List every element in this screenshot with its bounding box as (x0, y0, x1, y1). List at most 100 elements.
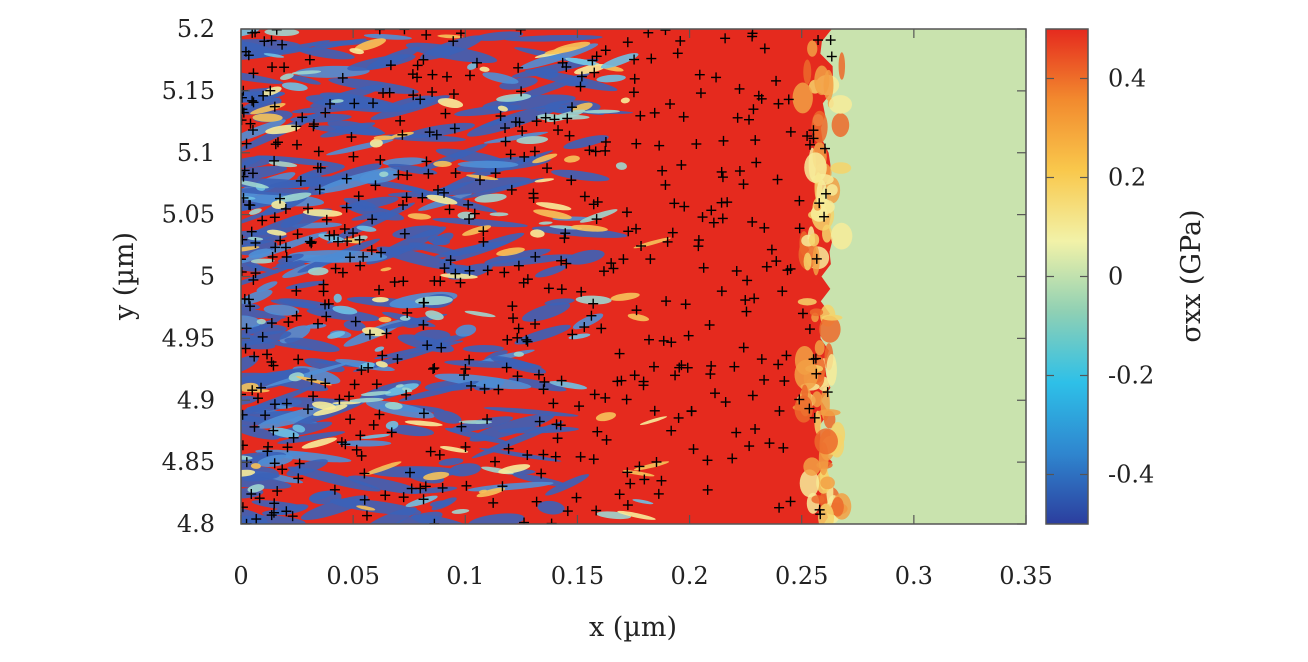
dislocation-marker (439, 187, 450, 198)
compressive-streak (305, 323, 327, 329)
dislocation-marker (779, 376, 790, 387)
compressive-streak (241, 315, 262, 329)
compressive-streak (433, 410, 462, 424)
dislocation-marker (766, 244, 777, 255)
dislocation-marker (536, 468, 547, 479)
transition-fragment (348, 397, 384, 403)
dislocation-marker (431, 129, 442, 140)
dislocation-marker (639, 474, 650, 485)
colorbar-tick-label: 0.4 (1108, 65, 1146, 93)
dislocation-marker (618, 254, 629, 265)
dislocation-marker (393, 169, 404, 180)
dislocation-marker (500, 136, 511, 147)
transition-fragment (302, 209, 343, 217)
dislocation-marker (555, 420, 566, 431)
dislocation-marker (678, 111, 689, 122)
compressive-streak (277, 253, 304, 264)
transition-fragment (349, 48, 364, 55)
dislocation-marker (448, 36, 459, 47)
compressive-streak (469, 413, 555, 442)
compressive-streak (411, 514, 473, 524)
dislocation-marker (318, 286, 329, 297)
dislocation-marker (283, 317, 294, 328)
y-tick-label: 5.2 (177, 15, 215, 43)
dislocation-marker (740, 295, 751, 306)
transition-fragment (241, 29, 260, 37)
transition-fragment (249, 208, 262, 215)
dislocation-marker (359, 468, 370, 479)
transition-fragment (440, 273, 478, 279)
dislocation-marker (614, 348, 625, 359)
dislocation-marker (629, 54, 640, 65)
dislocation-marker (761, 261, 772, 272)
dislocation-marker (245, 301, 256, 312)
dislocation-marker (349, 379, 360, 390)
dislocation-marker (320, 107, 331, 118)
transition-fragment (241, 180, 269, 189)
dislocation-marker (747, 390, 758, 401)
dislocation-marker (262, 349, 273, 360)
x-tick-label: 0.15 (551, 562, 604, 590)
dislocation-marker (241, 107, 249, 118)
dislocation-marker (333, 236, 344, 247)
transition-fragment (365, 461, 402, 476)
dislocation-marker (587, 55, 598, 66)
dislocation-marker (522, 450, 533, 461)
transition-fragment (252, 113, 283, 122)
dislocation-marker (500, 123, 511, 134)
dislocation-marker (312, 162, 323, 173)
dislocation-marker (456, 421, 467, 432)
dislocation-marker (398, 492, 409, 503)
compressive-streak (287, 466, 381, 492)
transition-fragment (280, 73, 294, 80)
dislocation-marker (774, 502, 785, 513)
x-axis-ticks: 0 0.05 0.1 0.15 0.2 0.25 0.3 0.35 (233, 29, 1053, 590)
dislocation-marker (241, 440, 248, 451)
front-patch (799, 469, 820, 498)
transition-fragment (332, 305, 358, 315)
compressive-streak (483, 407, 579, 417)
compressive-streak (512, 473, 568, 487)
dislocation-marker (804, 139, 815, 150)
dislocation-marker (490, 168, 501, 179)
dislocation-marker (249, 351, 260, 362)
transition-fragment (579, 209, 618, 223)
dislocation-marker (304, 236, 315, 247)
y-tick-label: 4.95 (162, 324, 215, 352)
front-patch (826, 184, 838, 196)
dislocation-marker (553, 125, 564, 136)
transition-fragment (513, 351, 525, 357)
dislocation-marker (348, 151, 359, 162)
dislocation-marker (358, 251, 369, 262)
dislocation-marker (785, 126, 796, 137)
transition-fragment (426, 194, 458, 205)
dislocation-marker (804, 324, 815, 335)
dislocation-marker (346, 132, 357, 143)
dislocation-marker (252, 393, 263, 404)
compressive-streak (427, 235, 451, 246)
dislocation-marker (566, 175, 577, 186)
dislocation-marker (694, 69, 705, 80)
dislocation-marker (432, 184, 443, 195)
dislocation-marker (600, 392, 611, 403)
transition-fragment (464, 310, 496, 318)
compressive-streak (479, 115, 516, 128)
transition-fragment (596, 74, 626, 83)
dislocation-marker (534, 416, 545, 427)
dislocation-marker (731, 427, 742, 438)
transition-fragment (384, 401, 403, 410)
compressive-streak (566, 249, 605, 265)
compressive-streak (405, 122, 475, 139)
dislocation-marker (772, 174, 783, 185)
dislocation-marker (364, 329, 375, 340)
dislocation-marker (497, 481, 508, 492)
transition-fragment (549, 381, 588, 390)
dislocation-marker (415, 94, 426, 105)
front-patch (809, 308, 824, 317)
dislocation-marker (266, 35, 277, 46)
front-patch (794, 359, 819, 390)
dislocation-marker (651, 456, 662, 467)
dislocation-marker (622, 37, 633, 48)
dislocation-marker (741, 306, 752, 317)
dislocation-marker (771, 256, 782, 267)
